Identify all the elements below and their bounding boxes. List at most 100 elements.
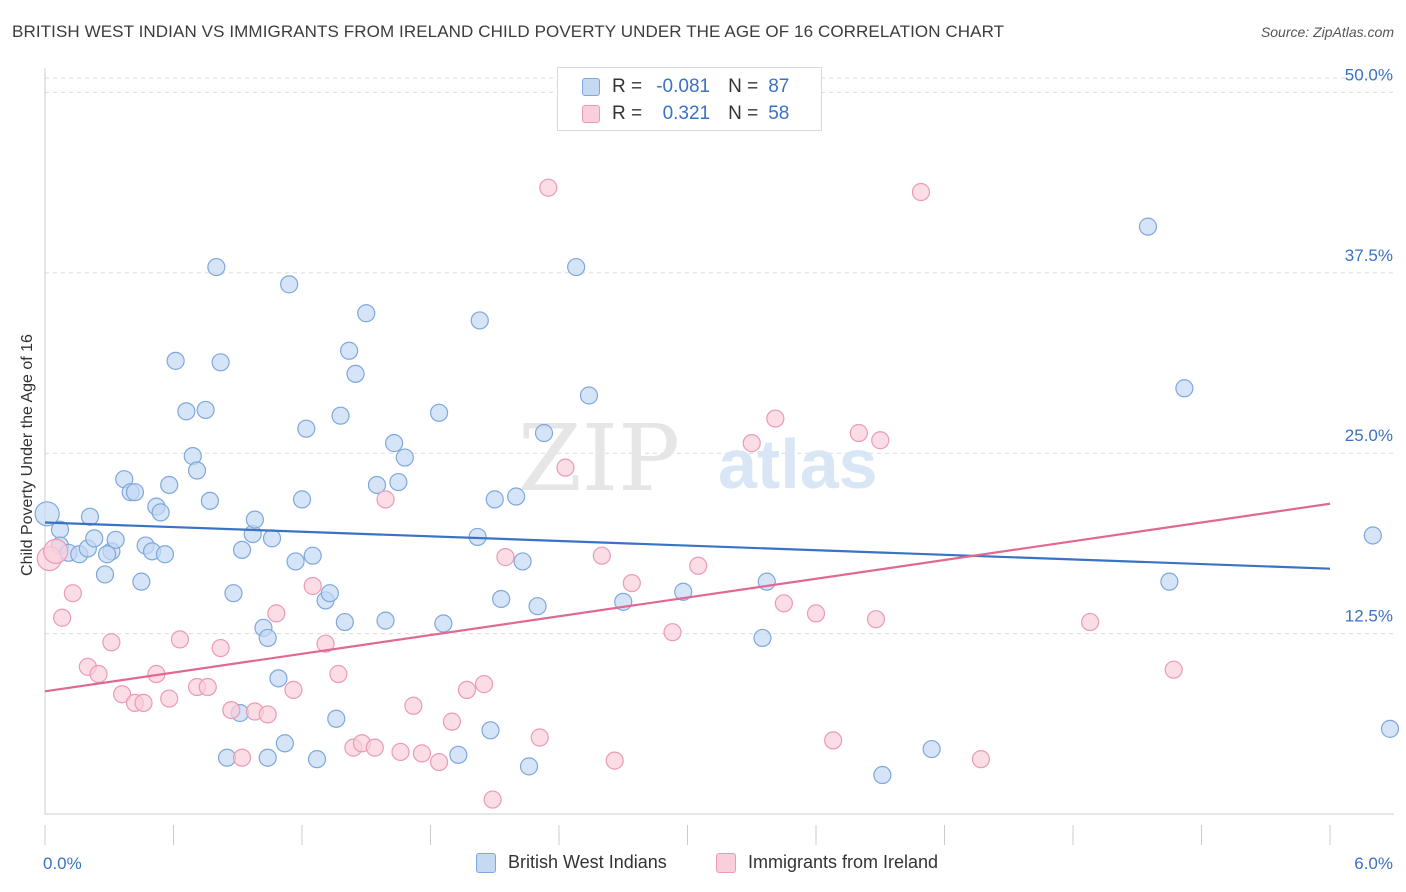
data-point-pink [849,423,868,443]
legend-swatch-blue [582,78,600,96]
watermark-zip: ZIP [518,405,680,512]
legend-n-label: N = [728,76,759,97]
legend: R = -0.081 N = 87 R = 0.321 N = 58 [557,67,822,131]
data-point-blue [434,614,453,633]
data-point-blue [224,584,243,603]
source-label: Source: ZipAtlas.com [1260,24,1394,40]
data-point-blue [34,501,60,527]
data-point-pink [43,538,69,564]
data-point-pink [824,731,843,750]
tick-labels: 12.5% 25.0% 37.5% 50.0% 0.0% 6.0% [43,65,1393,873]
data-point-pink [198,677,217,697]
legend-row-pink: R = 0.321 N = 58 [582,103,789,125]
data-point-pink [404,696,423,715]
data-point-pink [483,790,502,809]
data-point-pink [1164,660,1183,679]
data-point-blue [513,552,532,571]
data-point-pink [53,608,72,627]
data-point-pink [89,664,108,684]
data-point-blue [492,589,511,609]
data-point-pink [871,431,890,450]
y-tick-label: 50.0% [1345,65,1393,84]
data-point-pink [911,182,931,202]
data-point-pink [1081,612,1100,632]
data-point-blue [245,510,264,529]
y-tick-label: 12.5% [1345,607,1393,626]
data-point-pink [365,738,384,757]
data-point-pink [267,604,286,623]
points-layer [34,178,1400,809]
y-tick-label: 25.0% [1345,426,1393,445]
legend-r-value: -0.081 [656,76,711,97]
data-point-pink [622,573,641,593]
data-point-blue [307,750,327,769]
data-point-blue [346,364,365,383]
data-point-pink [211,638,230,658]
data-point-pink [112,685,132,704]
data-point-pink [742,434,761,453]
data-point-pink [774,594,793,613]
data-point-blue [485,490,504,509]
data-point-blue [1160,572,1179,591]
trend-line-pink [44,502,1331,693]
data-point-blue [1138,217,1158,236]
data-point-blue [367,475,387,495]
data-point-blue [1380,719,1400,738]
y-tick-label: 37.5% [1345,246,1393,265]
data-point-blue [98,545,117,564]
trend-line-blue [44,521,1331,570]
data-point-pink [222,700,241,720]
data-point-pink [316,634,335,653]
legend-n-value: 87 [768,76,790,97]
trend-layer [44,502,1331,693]
data-point-pink [971,750,991,769]
data-point-blue [384,434,404,453]
data-point-pink [474,675,494,694]
data-point-pink [556,458,575,477]
data-point-pink [766,409,785,428]
data-point-blue [85,529,104,548]
data-point-blue [207,257,226,277]
data-point-blue [286,552,305,571]
legend-swatch-pink [582,105,600,123]
data-point-blue [292,490,312,509]
data-point-blue [200,491,220,510]
data-point-blue [269,669,288,688]
data-point-blue [258,628,277,648]
data-point-pink [689,556,708,575]
bottom-legend-blue: British West Indians [476,852,667,873]
data-point-blue [395,448,414,467]
data-point-pink [457,680,477,699]
data-point-pink [429,752,449,772]
data-point-blue [166,351,185,370]
data-point-blue [519,757,539,776]
data-point-blue [232,540,252,560]
legend-row-blue: R = -0.081 N = 87 [582,76,789,98]
legend-n-value: 58 [768,103,790,124]
watermark: ZIP atlas [518,405,878,512]
chart-title: BRITISH WEST INDIAN VS IMMIGRANTS FROM I… [12,22,1005,41]
data-point-blue [187,461,207,480]
data-point-blue [196,400,215,420]
data-point-blue [80,507,100,526]
data-point-blue [95,565,115,584]
data-point-pink [605,751,624,770]
data-point-blue [873,765,892,785]
data-point-pink [806,604,826,623]
data-point-blue [357,304,376,323]
bottom-legend-label-blue: British West Indians [508,852,667,872]
data-point-blue [528,597,547,616]
data-point-blue [922,739,941,759]
data-point-pink [102,633,121,652]
data-point-pink [303,576,322,596]
data-point-blue [151,503,170,522]
data-point-pink [663,623,682,642]
data-point-pink [134,693,153,712]
data-point-blue [340,341,359,360]
data-point-blue [470,311,489,330]
legend-n-label: N = [728,103,759,124]
data-point-blue [331,406,350,425]
data-point-blue [106,530,125,549]
data-point-pink [530,728,549,747]
